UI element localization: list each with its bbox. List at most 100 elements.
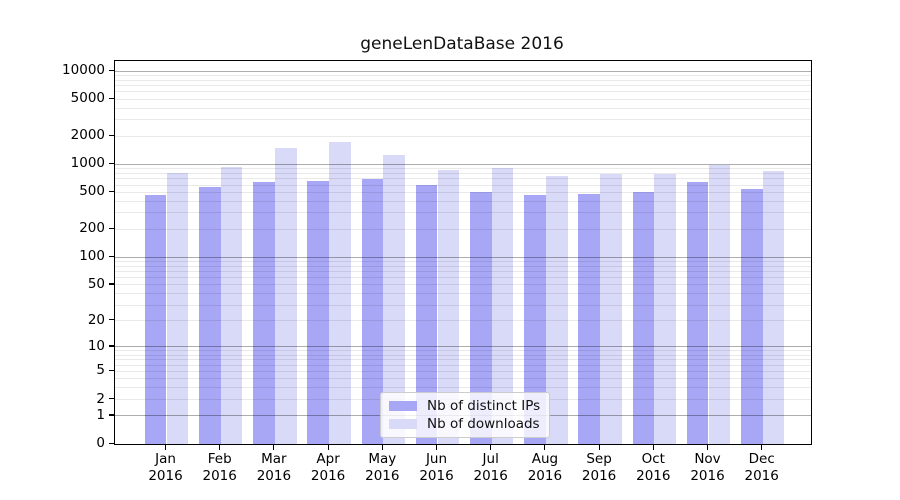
bar-downloads-mar bbox=[274, 147, 297, 444]
minor-gridline-6 bbox=[115, 364, 811, 366]
x-tick-label-feb: Feb 2016 bbox=[202, 451, 237, 484]
minor-gridline-40 bbox=[115, 293, 811, 295]
y-tick-label-100: 100 bbox=[79, 248, 105, 265]
bar-downloads-oct bbox=[654, 173, 676, 444]
x-tick-mark-may bbox=[381, 444, 383, 450]
bar-downloads-dec bbox=[762, 171, 785, 444]
bar-distinct-ips-apr bbox=[307, 181, 330, 444]
bar-distinct-ips-oct bbox=[632, 191, 655, 444]
y-tick-mark-0 bbox=[109, 442, 114, 444]
x-tick-label-sep: Sep 2016 bbox=[581, 451, 617, 484]
x-tick-label-jun: Jun 2016 bbox=[419, 451, 454, 484]
y-tick-mark-100 bbox=[109, 255, 114, 257]
x-tick-mark-feb bbox=[219, 444, 221, 450]
y-tick-label-2: 2 bbox=[96, 390, 105, 407]
minor-gridline-80 bbox=[115, 265, 811, 267]
y-tick-mark-5000 bbox=[109, 97, 114, 99]
y-tick-mark-50 bbox=[109, 283, 114, 285]
minor-gridline-800 bbox=[115, 172, 811, 174]
y-tick-mark-20 bbox=[109, 319, 114, 321]
minor-gridline-5000 bbox=[115, 98, 811, 100]
x-tick-label-mar: Mar 2016 bbox=[256, 451, 292, 484]
minor-gridline-300 bbox=[115, 212, 811, 214]
y-tick-mark-10 bbox=[109, 345, 114, 347]
minor-gridline-60 bbox=[115, 277, 811, 279]
minor-gridline-50 bbox=[115, 284, 811, 286]
legend-label-distinct-ips: Nb of distinct IPs bbox=[427, 398, 541, 414]
legend-swatch-distinct-ips bbox=[389, 401, 417, 411]
x-tick-mark-dec bbox=[761, 444, 763, 450]
bar-downloads-sep bbox=[600, 173, 622, 444]
legend-item-distinct-ips: Nb of distinct IPs bbox=[389, 397, 540, 415]
minor-gridline-3000 bbox=[115, 119, 811, 121]
minor-gridline-200 bbox=[115, 228, 811, 230]
y-tick-label-1000: 1000 bbox=[70, 155, 105, 172]
y-tick-label-2000: 2000 bbox=[70, 127, 105, 144]
x-tick-label-jan: Jan 2016 bbox=[148, 451, 183, 484]
x-tick-mark-jun bbox=[435, 444, 438, 450]
x-tick-label-apr: Apr 2016 bbox=[310, 451, 346, 484]
y-tick-label-5000: 5000 bbox=[70, 90, 105, 107]
minor-gridline-70 bbox=[115, 270, 811, 272]
minor-gridline-900 bbox=[115, 168, 811, 170]
major-gridline-10000 bbox=[115, 70, 811, 72]
x-tick-mark-oct bbox=[652, 444, 654, 450]
legend-swatch-downloads bbox=[389, 419, 417, 429]
x-tick-mark-sep bbox=[598, 444, 600, 450]
bar-distinct-ips-feb bbox=[199, 187, 221, 444]
x-tick-mark-mar bbox=[273, 444, 275, 450]
minor-gridline-7000 bbox=[115, 85, 811, 87]
bar-distinct-ips-dec bbox=[741, 188, 763, 444]
y-tick-label-10000: 10000 bbox=[62, 62, 105, 79]
legend: Nb of distinct IPs Nb of downloads bbox=[380, 392, 551, 438]
minor-gridline-500 bbox=[115, 191, 811, 193]
minor-gridline-9 bbox=[115, 350, 811, 352]
minor-gridline-8000 bbox=[115, 79, 811, 81]
x-tick-mark-jan bbox=[164, 444, 167, 450]
chart-title: geneLenDataBase 2016 bbox=[360, 34, 564, 54]
bars-layer bbox=[115, 61, 811, 444]
x-tick-label-may: May 2016 bbox=[365, 451, 400, 484]
x-tick-mark-apr bbox=[327, 444, 329, 450]
bar-distinct-ips-nov bbox=[686, 181, 709, 444]
bar-downloads-apr bbox=[329, 141, 351, 444]
x-tick-label-jul: Jul 2016 bbox=[473, 451, 508, 484]
major-gridline-10 bbox=[115, 346, 811, 348]
legend-item-downloads: Nb of downloads bbox=[389, 415, 540, 433]
major-gridline-1000 bbox=[115, 163, 811, 165]
major-gridline-100 bbox=[115, 256, 811, 258]
minor-gridline-9000 bbox=[115, 74, 811, 76]
y-tick-mark-2 bbox=[109, 398, 114, 400]
minor-gridline-5 bbox=[115, 370, 811, 372]
y-tick-mark-200 bbox=[109, 227, 114, 230]
minor-gridline-6000 bbox=[115, 91, 811, 93]
x-tick-mark-jul bbox=[490, 444, 492, 450]
x-tick-mark-aug bbox=[544, 444, 546, 450]
y-tick-label-200: 200 bbox=[79, 220, 105, 237]
y-tick-mark-1 bbox=[109, 414, 114, 416]
minor-gridline-8 bbox=[115, 354, 811, 356]
y-tick-label-50: 50 bbox=[87, 275, 105, 292]
minor-gridline-600 bbox=[115, 184, 811, 186]
bar-downloads-nov bbox=[708, 164, 731, 444]
x-tick-label-nov: Nov 2016 bbox=[690, 451, 725, 484]
y-tick-label-10: 10 bbox=[87, 337, 105, 354]
y-tick-mark-10000 bbox=[109, 69, 114, 71]
y-tick-label-500: 500 bbox=[79, 183, 105, 200]
bar-downloads-jan bbox=[166, 172, 189, 444]
y-tick-label-5: 5 bbox=[96, 362, 105, 379]
bar-downloads-feb bbox=[220, 166, 243, 444]
minor-gridline-20 bbox=[115, 320, 811, 322]
minor-gridline-4000 bbox=[115, 107, 811, 109]
legend-label-downloads: Nb of downloads bbox=[427, 416, 540, 432]
bar-distinct-ips-jan bbox=[144, 195, 167, 444]
x-tick-label-oct: Oct 2016 bbox=[636, 451, 671, 484]
y-tick-mark-1000 bbox=[109, 162, 114, 165]
minor-gridline-400 bbox=[115, 200, 811, 202]
minor-gridline-30 bbox=[115, 304, 811, 306]
minor-gridline-90 bbox=[115, 260, 811, 262]
x-tick-label-dec: Dec 2016 bbox=[744, 451, 779, 484]
y-tick-mark-500 bbox=[109, 190, 114, 193]
plot-area bbox=[114, 60, 812, 445]
y-tick-mark-2000 bbox=[109, 134, 114, 136]
